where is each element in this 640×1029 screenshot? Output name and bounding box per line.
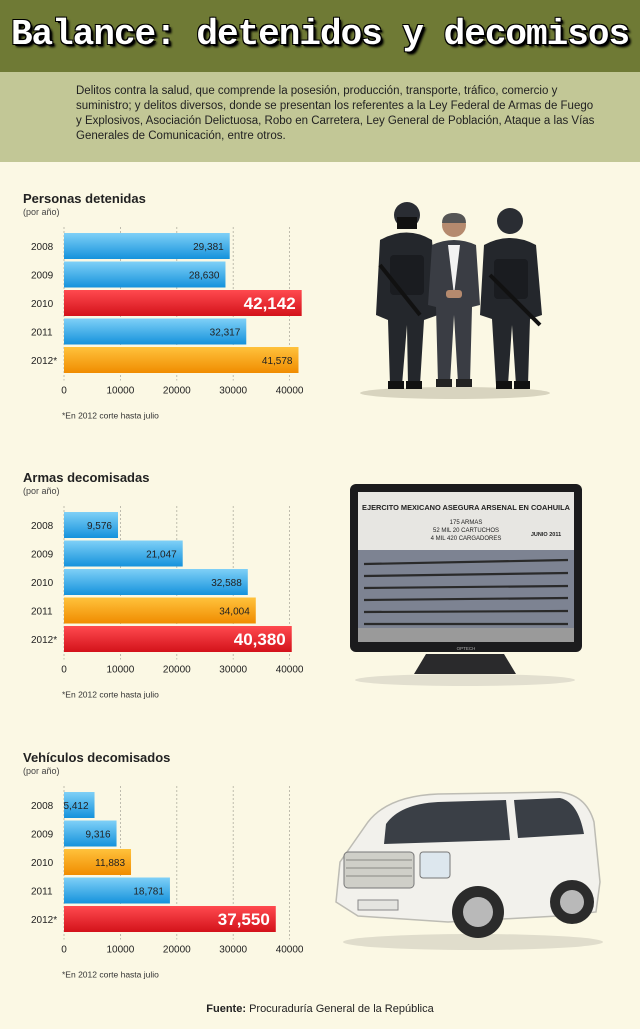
intro-band	[0, 72, 640, 162]
bar	[64, 290, 302, 316]
header-band	[0, 0, 640, 72]
chart-title: Personas detenidas	[23, 191, 146, 206]
chart-personas-detenidas: Personas detenidas(por año) 0 10000 20000 30…	[23, 191, 304, 421]
chart-armas-decomisadas: Armas decomisadas(por año) 0 10000 20000 300…	[23, 470, 304, 700]
category-label: 2009	[31, 550, 54, 561]
chart-note: *En 2012 corte hasta julio	[62, 411, 159, 421]
source-note: Fuente: Procuraduría General de la Repúb…	[0, 1003, 640, 1015]
bar	[64, 261, 226, 288]
source-text: Procuraduría General de la República	[249, 1003, 434, 1015]
chart-vehiculos-decomisados: Vehículos decomisados(por año) 0 10000 2000…	[23, 750, 304, 980]
category-label: 2011	[31, 607, 53, 618]
data-label: 41,578	[262, 356, 293, 367]
tv-arsenal-photo: EJERCITO MEXICANO ASEGURA ARSENAL EN COA…	[350, 484, 582, 686]
suv-photo	[335, 791, 603, 950]
detention-photo	[360, 202, 550, 399]
data-label: 11,883	[95, 858, 125, 869]
bar	[64, 569, 248, 595]
chart-title: Armas decomisadas	[23, 470, 149, 485]
category-label: 2010	[31, 578, 54, 589]
x-tick-label: 0	[61, 665, 67, 676]
bar	[64, 877, 170, 904]
category-label: 2011	[31, 328, 53, 339]
x-tick-label: 30000	[219, 945, 247, 956]
suv-icon	[335, 791, 601, 938]
x-tick-label: 30000	[219, 665, 247, 676]
tv-date: JUNIO 2011	[531, 532, 561, 538]
category-label: 2009	[31, 271, 54, 282]
x-tick-label: 10000	[106, 665, 134, 676]
x-tick-label: 30000	[219, 386, 247, 397]
data-label: 9,576	[87, 521, 112, 532]
data-label: 40,380	[234, 630, 286, 649]
bar	[64, 906, 276, 932]
data-label: 29,381	[193, 242, 224, 253]
bar	[64, 318, 247, 345]
category-label: 2012*	[31, 356, 57, 367]
x-tick-label: 20000	[163, 665, 191, 676]
chart-note: *En 2012 corte hasta julio	[62, 690, 159, 700]
x-tick-label: 20000	[163, 945, 191, 956]
bar	[64, 347, 299, 373]
detained-man-icon	[428, 213, 480, 387]
data-label: 42,142	[244, 294, 296, 313]
chart-subtitle: (por año)	[23, 486, 60, 496]
category-label: 2012*	[31, 635, 57, 646]
x-tick-label: 40000	[276, 665, 304, 676]
bar	[64, 820, 117, 847]
data-label: 9,316	[86, 830, 111, 841]
bar	[64, 233, 230, 259]
x-tick-label: 40000	[276, 386, 304, 397]
category-label: 2010	[31, 299, 54, 310]
category-label: 2008	[31, 521, 54, 532]
data-label: 18,781	[133, 887, 164, 898]
tv-headline: EJERCITO MEXICANO ASEGURA ARSENAL EN COA…	[362, 503, 571, 512]
x-tick-label: 10000	[106, 945, 134, 956]
category-label: 2012*	[31, 915, 57, 926]
category-label: 2011	[31, 887, 53, 898]
bar	[64, 512, 119, 538]
intro-text: Delitos contra la salud, que comprende l…	[76, 85, 595, 142]
data-label: 37,550	[218, 910, 270, 929]
source-label: Fuente:	[206, 1003, 246, 1015]
data-label: 5,412	[63, 801, 88, 812]
svg-text:EJERCITO MEXICANO ASEGURA ARSE: EJERCITO MEXICANO ASEGURA ARSENAL EN COA…	[362, 503, 571, 512]
tv-detail-3: 4 MIL 420 CARGADORES	[431, 536, 502, 542]
x-tick-label: 0	[61, 386, 67, 397]
police-officer-right-icon	[480, 208, 542, 389]
chart-subtitle: (por año)	[23, 207, 60, 217]
x-tick-label: 10000	[106, 386, 134, 397]
tv-detail-1: 175 ARMAS	[450, 520, 483, 526]
tv-brand: OPTECH	[457, 646, 476, 651]
category-label: 2010	[31, 858, 54, 869]
chart-note: *En 2012 corte hasta julio	[62, 970, 159, 980]
chart-subtitle: (por año)	[23, 766, 60, 776]
data-label: 32,588	[211, 578, 242, 589]
police-officer-left-icon	[376, 202, 438, 389]
bar	[64, 792, 95, 818]
category-label: 2008	[31, 801, 54, 812]
bar	[64, 597, 256, 624]
bar	[64, 626, 292, 652]
data-label: 28,630	[189, 271, 220, 282]
category-label: 2008	[31, 242, 54, 253]
data-label: 21,047	[146, 550, 177, 561]
page-title: Balance: detenidos y decomisos	[10, 14, 630, 55]
chart-title: Vehículos decomisados	[23, 750, 170, 765]
bar	[64, 849, 132, 875]
category-label: 2009	[31, 830, 54, 841]
bar	[64, 540, 183, 567]
x-tick-label: 20000	[163, 386, 191, 397]
x-tick-label: 0	[61, 945, 67, 956]
data-label: 32,317	[210, 328, 241, 339]
data-label: 34,004	[219, 607, 250, 618]
tv-detail-2: 52 MIL 20 CARTUCHOS	[433, 528, 499, 534]
x-tick-label: 40000	[276, 945, 304, 956]
